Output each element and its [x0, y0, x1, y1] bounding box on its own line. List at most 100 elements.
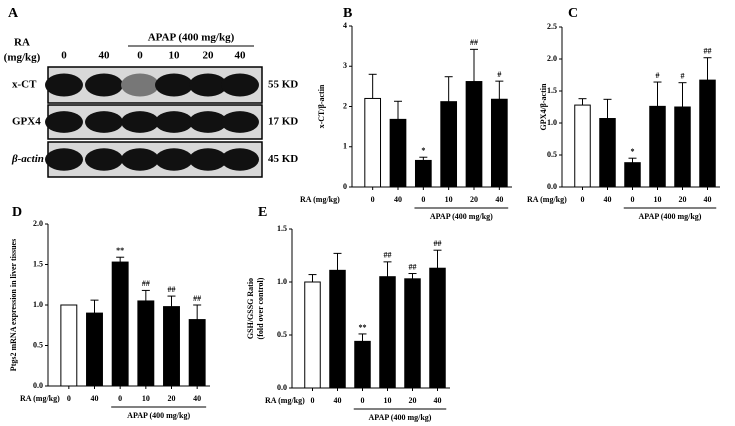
- x-tick-label: 40: [495, 195, 503, 204]
- y-tick-label: 0.5: [277, 330, 287, 339]
- y-tick-label: 1.0: [33, 300, 43, 309]
- y-tick-label: 1.5: [277, 224, 287, 233]
- blot-band: [45, 148, 83, 171]
- y-axis-label: x-CT/β-actin: [317, 84, 326, 128]
- blot-band: [45, 111, 83, 133]
- y-tick-label: 0.5: [33, 340, 43, 349]
- x-tick-label: 10: [654, 195, 662, 204]
- error-bar: [383, 261, 392, 277]
- y-tick-label: 0.5: [547, 150, 557, 159]
- bar: [574, 104, 591, 188]
- y-tick-label: 1.0: [277, 277, 287, 286]
- error-bar: [419, 156, 428, 161]
- significance: ##: [409, 262, 417, 271]
- error-bar: [394, 100, 402, 120]
- lane-label: 40: [235, 50, 247, 62]
- panel-letter: E: [258, 205, 267, 220]
- x-tick-label: 20: [470, 195, 478, 204]
- significance: ##: [384, 251, 392, 260]
- y-tick-label: 0.0: [547, 182, 557, 191]
- lane-label: 20: [203, 50, 215, 62]
- x-tick-label: 40: [604, 195, 612, 204]
- panel-letter: A: [8, 6, 19, 21]
- blot-band: [221, 148, 259, 171]
- significance: ##: [193, 294, 201, 303]
- bar: [599, 118, 616, 188]
- x-tick-label: 40: [91, 394, 99, 403]
- x-tick-label: 0: [631, 195, 635, 204]
- ra-label: (mg/kg): [4, 52, 41, 64]
- bar: [465, 81, 483, 188]
- significance: #: [656, 71, 660, 80]
- bar: [60, 304, 78, 387]
- blot-band: [85, 111, 123, 133]
- error-bar: [578, 98, 587, 106]
- band-size: 45 KD: [268, 153, 298, 165]
- band-size: 55 KD: [268, 79, 298, 91]
- bar: [329, 269, 346, 389]
- significance: **: [359, 323, 367, 332]
- error-bar: [368, 73, 377, 99]
- significance: ##: [704, 47, 712, 56]
- blot-band: [85, 148, 123, 171]
- lane-label: 0: [137, 50, 143, 62]
- blot-band: [121, 111, 159, 133]
- significance: #: [497, 70, 501, 79]
- y-tick-label: 0.0: [33, 381, 43, 390]
- error-bar: [703, 57, 712, 81]
- ra-label: RA: [14, 37, 30, 49]
- x-tick-label: 0: [371, 195, 375, 204]
- bar: [379, 276, 396, 389]
- blot-band: [155, 73, 193, 97]
- blot-band: [189, 73, 227, 97]
- panel-letter: C: [568, 6, 578, 21]
- band-name: GPX4: [12, 116, 41, 128]
- lane-label: 10: [169, 50, 181, 62]
- lane-label: 40: [99, 50, 111, 62]
- y-tick-label: 1.5: [33, 259, 43, 268]
- group-label: APAP (400 mg/kg): [639, 212, 702, 221]
- y-tick-label: 1.0: [547, 118, 557, 127]
- bar: [111, 261, 129, 387]
- error-bar: [333, 252, 342, 271]
- error-bar: [90, 299, 99, 314]
- error-bar: [116, 256, 125, 263]
- bar: [86, 312, 103, 387]
- error-bar: [628, 157, 637, 163]
- x-tick-label: 0: [361, 396, 365, 405]
- bar: [137, 300, 155, 387]
- bar: [304, 281, 321, 389]
- group-label: APAP (400 mg/kg): [430, 212, 493, 221]
- y-axis-label: GSH/GSSG Ratio: [246, 278, 255, 339]
- blot-band: [155, 148, 193, 171]
- bar: [354, 340, 371, 389]
- error-bar: [167, 295, 176, 307]
- x-tick-label: 40: [394, 195, 402, 204]
- x-tick-label: 20: [679, 195, 687, 204]
- bar: [163, 306, 180, 387]
- error-bar: [408, 273, 417, 279]
- error-bar: [193, 304, 202, 320]
- x-tick-label: 10: [142, 394, 150, 403]
- y-axis-label: (fold over control): [256, 277, 265, 339]
- x-tick-label: 10: [384, 396, 392, 405]
- band-name: β-actin: [11, 153, 44, 165]
- panel-letter: B: [343, 6, 352, 21]
- blot-band: [121, 73, 159, 97]
- bar: [429, 267, 446, 389]
- x-tick-label: 40: [704, 195, 712, 204]
- bar: [404, 278, 421, 389]
- blot-band: [45, 73, 83, 97]
- bar: [699, 79, 716, 188]
- blot-band: [189, 111, 227, 133]
- error-bar: [433, 249, 442, 269]
- panel-letter: D: [12, 205, 22, 220]
- y-tick-label: 2: [343, 101, 347, 110]
- group-label: APAP (400 mg/kg): [369, 413, 432, 422]
- group-label: APAP (400 mg/kg): [148, 32, 235, 44]
- error-bar: [653, 81, 662, 107]
- x-tick-label: 40: [434, 396, 442, 405]
- x-tick-label: 0: [67, 394, 71, 403]
